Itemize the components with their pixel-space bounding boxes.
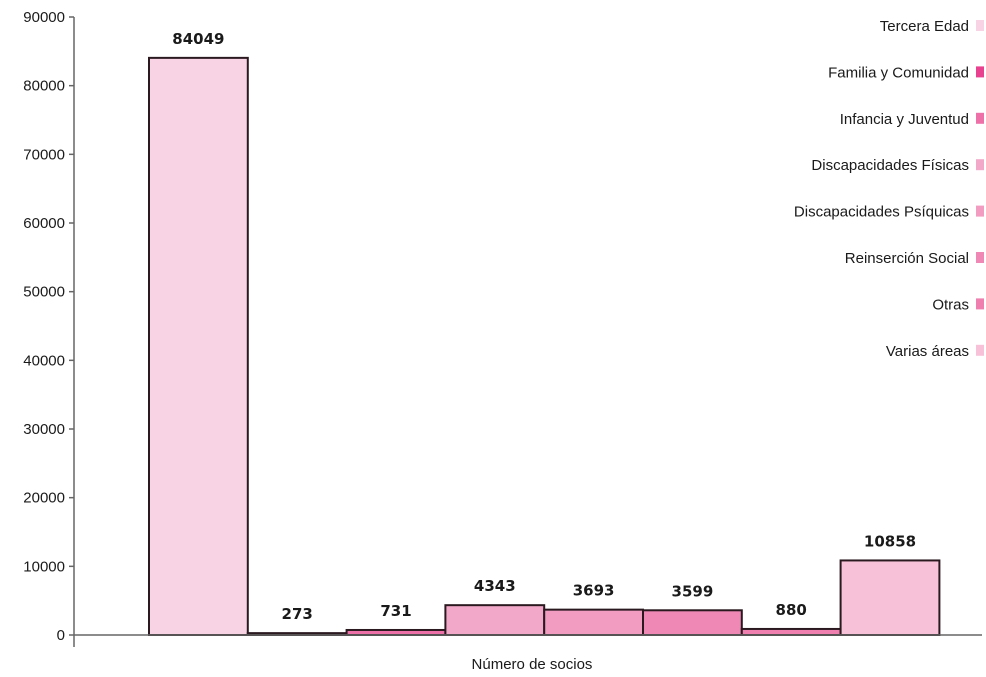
- y-axis: 0 10000 20000 30000 40000 50000 60000 70000 8000…: [23, 9, 75, 647]
- x-axis-title: Número de socios: [472, 656, 593, 673]
- legend-item: Discapacidades Físicas: [811, 157, 984, 174]
- bar-8: [839, 559, 941, 636]
- legend: Tercera Edad Familia y Comunidad Infancia …: [794, 18, 984, 360]
- legend-item: Tercera Edad: [880, 18, 984, 35]
- legend-swatch: [976, 20, 984, 31]
- y-tick-label: 70000: [23, 146, 65, 163]
- legend-swatch: [976, 66, 984, 78]
- legend-label: Reinserción Social: [845, 250, 969, 267]
- data-label-7: 880: [776, 601, 807, 619]
- bars: [148, 56, 941, 637]
- legend-label: Familia y Comunidad: [828, 64, 969, 81]
- bar-7: [740, 627, 842, 637]
- bar-3: [345, 628, 447, 637]
- data-label-8: 10858: [864, 532, 916, 550]
- bar-1: [148, 56, 249, 637]
- data-label-2: 273: [282, 605, 313, 623]
- legend-label: Varias áreas: [886, 343, 969, 360]
- data-label-3: 731: [380, 602, 411, 620]
- y-tick-label: 50000: [23, 284, 65, 301]
- y-tick-label: 20000: [23, 490, 65, 507]
- legend-swatch: [976, 159, 984, 171]
- data-label-6: 3599: [672, 582, 714, 600]
- y-tick-label: 80000: [23, 78, 65, 95]
- y-tick-label: 0: [57, 627, 65, 644]
- legend-item: Discapacidades Psíquicas: [794, 204, 984, 221]
- data-label-4: 4343: [474, 577, 516, 595]
- legend-item: Otras: [932, 296, 984, 313]
- legend-label: Discapacidades Físicas: [811, 157, 969, 174]
- legend-item: Reinserción Social: [845, 250, 984, 267]
- y-tick-label: 90000: [23, 9, 65, 26]
- legend-label: Infancia y Juventud: [840, 111, 969, 128]
- data-label-5: 3693: [573, 582, 615, 600]
- legend-swatch: [976, 252, 984, 263]
- y-tick-label: 10000: [23, 558, 65, 575]
- legend-item: Varias áreas: [886, 343, 984, 360]
- legend-swatch: [976, 112, 984, 124]
- bar-5: [543, 608, 645, 637]
- legend-swatch: [976, 298, 984, 310]
- legend-item: Familia y Comunidad: [828, 64, 984, 81]
- y-tick-label: 30000: [23, 421, 65, 438]
- data-labels: 84049 273 731 4343 3693 3599 880 10858: [172, 30, 916, 623]
- legend-label: Tercera Edad: [880, 18, 969, 35]
- bar-6: [642, 609, 743, 636]
- bar-4: [444, 604, 546, 636]
- legend-label: Discapacidades Psíquicas: [794, 204, 969, 221]
- legend-item: Infancia y Juventud: [840, 111, 984, 128]
- legend-swatch: [976, 344, 984, 356]
- legend-label: Otras: [932, 296, 969, 313]
- legend-swatch: [976, 205, 984, 217]
- y-tick-label: 40000: [23, 352, 65, 369]
- y-tick-label: 60000: [23, 215, 65, 232]
- data-label-1: 84049: [172, 30, 224, 48]
